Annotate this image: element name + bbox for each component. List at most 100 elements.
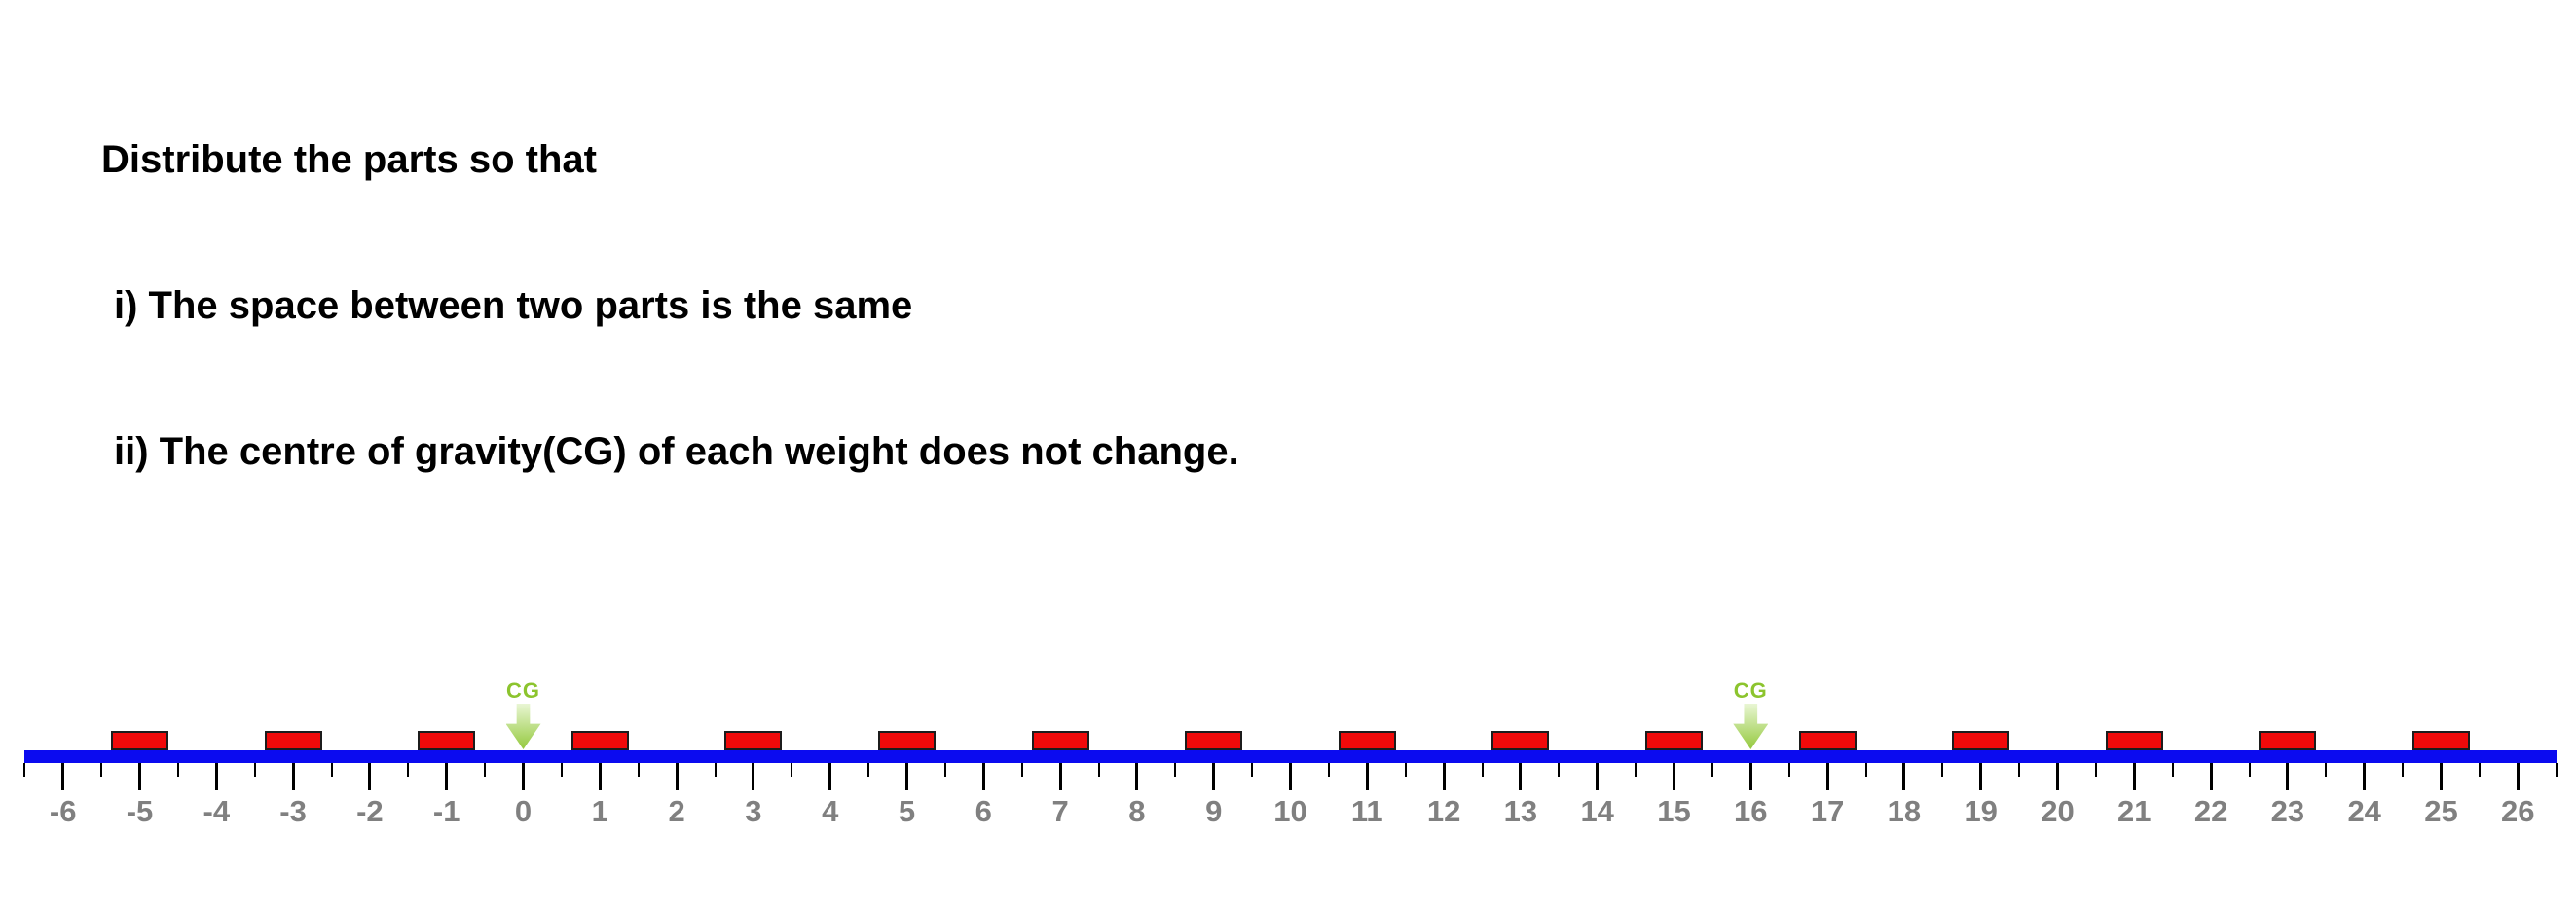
cg-arrow-down-icon bbox=[505, 704, 541, 749]
instructions-line-3: ii) The centre of gravity(CG) of each we… bbox=[114, 430, 1239, 473]
minor-tick bbox=[714, 763, 717, 777]
minor-tick bbox=[330, 763, 333, 777]
major-tick bbox=[981, 763, 985, 790]
weight-part[interactable] bbox=[1645, 731, 1703, 750]
weight-part[interactable] bbox=[2105, 731, 2163, 750]
tick-label: 10 bbox=[1273, 794, 1307, 828]
major-tick bbox=[752, 763, 755, 790]
major-tick bbox=[675, 763, 679, 790]
tick-label: 19 bbox=[1964, 794, 1998, 828]
tick-label: 3 bbox=[745, 794, 762, 828]
major-tick bbox=[1673, 763, 1675, 790]
cg-arrow-down-icon bbox=[1733, 704, 1769, 749]
weight-part[interactable] bbox=[2259, 731, 2317, 750]
tick-label: 11 bbox=[1350, 794, 1383, 828]
major-tick bbox=[2440, 763, 2443, 790]
tick-label: 25 bbox=[2424, 794, 2458, 828]
weight-part[interactable] bbox=[418, 731, 476, 750]
major-tick bbox=[1519, 763, 1523, 790]
major-tick bbox=[828, 763, 832, 790]
major-tick bbox=[1289, 763, 1292, 790]
weight-part[interactable] bbox=[1338, 731, 1396, 750]
weight-part[interactable] bbox=[878, 731, 936, 750]
weight-part[interactable] bbox=[1952, 731, 2010, 750]
instructions-line-1: Distribute the parts so that bbox=[101, 138, 597, 181]
major-tick bbox=[2056, 763, 2059, 790]
minor-tick bbox=[1864, 763, 1867, 777]
minor-tick bbox=[23, 763, 26, 777]
tick-label: 2 bbox=[668, 794, 685, 828]
weight-part[interactable] bbox=[111, 731, 168, 750]
instructions-line-2: i) The space between two parts is the sa… bbox=[114, 284, 913, 327]
minor-tick bbox=[1174, 763, 1177, 777]
tick-label: 21 bbox=[2117, 794, 2152, 828]
major-tick bbox=[138, 763, 141, 790]
tick-label: 14 bbox=[1580, 794, 1614, 828]
cg-label: CG bbox=[1733, 678, 1768, 703]
minor-tick bbox=[484, 763, 487, 777]
minor-tick bbox=[2171, 763, 2174, 777]
tick-label: -1 bbox=[432, 794, 460, 828]
tick-label: 13 bbox=[1503, 794, 1538, 828]
minor-tick bbox=[253, 763, 256, 777]
tick-label: 5 bbox=[898, 794, 916, 828]
weight-part[interactable] bbox=[2412, 731, 2470, 750]
tick-label: -4 bbox=[202, 794, 231, 828]
weight-part[interactable] bbox=[1491, 731, 1550, 750]
cg-marker: CG bbox=[1721, 678, 1780, 749]
major-tick bbox=[214, 763, 218, 790]
major-tick bbox=[1135, 763, 1139, 790]
major-tick bbox=[1902, 763, 1906, 790]
minor-tick bbox=[1558, 763, 1561, 777]
minor-tick bbox=[867, 763, 870, 777]
weight-part[interactable] bbox=[1798, 731, 1857, 750]
major-tick bbox=[291, 763, 295, 790]
minor-tick bbox=[2325, 763, 2328, 777]
minor-tick bbox=[1251, 763, 1254, 777]
major-tick bbox=[1596, 763, 1600, 790]
minor-tick bbox=[637, 763, 640, 777]
weight-part[interactable] bbox=[570, 731, 629, 750]
tick-label: 1 bbox=[591, 794, 608, 828]
axis-bar bbox=[24, 750, 2557, 763]
tick-label: 24 bbox=[2347, 794, 2381, 828]
tick-label: 7 bbox=[1051, 794, 1069, 828]
tick-label: 8 bbox=[1128, 794, 1146, 828]
major-tick bbox=[2132, 763, 2136, 790]
tick-label: -6 bbox=[49, 794, 77, 828]
minor-tick bbox=[1711, 763, 1713, 777]
weight-part[interactable] bbox=[724, 731, 783, 750]
instructions-text: Distribute the parts so that i) The spac… bbox=[101, 38, 1239, 573]
minor-tick bbox=[560, 763, 563, 777]
tick-label: 17 bbox=[1810, 794, 1845, 828]
minor-tick bbox=[2555, 763, 2558, 777]
minor-tick bbox=[1481, 763, 1484, 777]
tick-label: 4 bbox=[822, 794, 839, 828]
tick-label: -5 bbox=[126, 794, 154, 828]
minor-tick bbox=[2478, 763, 2481, 777]
minor-tick bbox=[1020, 763, 1023, 777]
weight-part[interactable] bbox=[1031, 731, 1089, 750]
major-tick bbox=[2209, 763, 2213, 790]
major-tick bbox=[1979, 763, 1983, 790]
minor-tick bbox=[1404, 763, 1407, 777]
cg-marker: CG bbox=[495, 678, 553, 749]
weight-part[interactable] bbox=[1185, 731, 1243, 750]
minor-tick bbox=[2402, 763, 2405, 777]
tick-label: 6 bbox=[975, 794, 992, 828]
tick-label: 23 bbox=[2270, 794, 2305, 828]
minor-tick bbox=[2018, 763, 2021, 777]
tick-label: -3 bbox=[279, 794, 307, 828]
weight-part[interactable] bbox=[264, 731, 322, 750]
minor-tick bbox=[407, 763, 410, 777]
minor-tick bbox=[791, 763, 793, 777]
minor-tick bbox=[1097, 763, 1100, 777]
major-tick bbox=[1825, 763, 1829, 790]
minor-tick bbox=[2248, 763, 2251, 777]
major-tick bbox=[2363, 763, 2367, 790]
tick-label: 22 bbox=[2193, 794, 2228, 828]
major-tick bbox=[1058, 763, 1062, 790]
minor-tick bbox=[1941, 763, 1944, 777]
major-tick bbox=[598, 763, 602, 790]
